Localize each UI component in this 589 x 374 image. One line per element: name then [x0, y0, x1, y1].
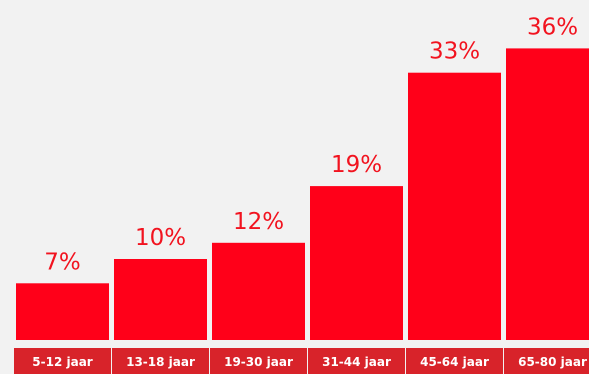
value-label: 33%: [429, 39, 480, 65]
category-label-box: [14, 348, 111, 374]
category-label-box: [504, 348, 589, 374]
bar-5-12-jaar: [16, 283, 109, 340]
category-label-box: [406, 348, 503, 374]
category-label-box: [308, 348, 405, 374]
value-label: 10%: [135, 225, 186, 251]
category-label-box: [210, 348, 307, 374]
category-label: 65-80 jaar: [518, 355, 587, 369]
value-label: 36%: [527, 14, 578, 40]
bar-65-80-jaar: [506, 48, 589, 341]
category-labels-group: 5-12 jaar 13-18 jaar 19-30 jaar 31-44 jaar 4…: [14, 348, 589, 374]
category-label-box: [112, 348, 209, 374]
bar-31-44-jaar: [310, 186, 403, 340]
value-label: 12%: [233, 209, 284, 235]
category-label: 45-64 jaar: [420, 355, 489, 369]
bar-45-64-jaar: [408, 72, 501, 340]
category-label: 13-18 jaar: [126, 355, 195, 369]
value-label: 19%: [331, 152, 382, 178]
category-label: 19-30 jaar: [224, 355, 293, 369]
bars-group: [16, 48, 589, 341]
category-label: 31-44 jaar: [322, 355, 391, 369]
bar-13-18-jaar: [114, 259, 207, 340]
bar-19-30-jaar: [212, 242, 305, 340]
value-labels-group: 7% 10% 12% 19% 33% 36%: [44, 14, 578, 275]
category-label: 5-12 jaar: [32, 355, 93, 369]
value-label: 7%: [44, 249, 81, 275]
